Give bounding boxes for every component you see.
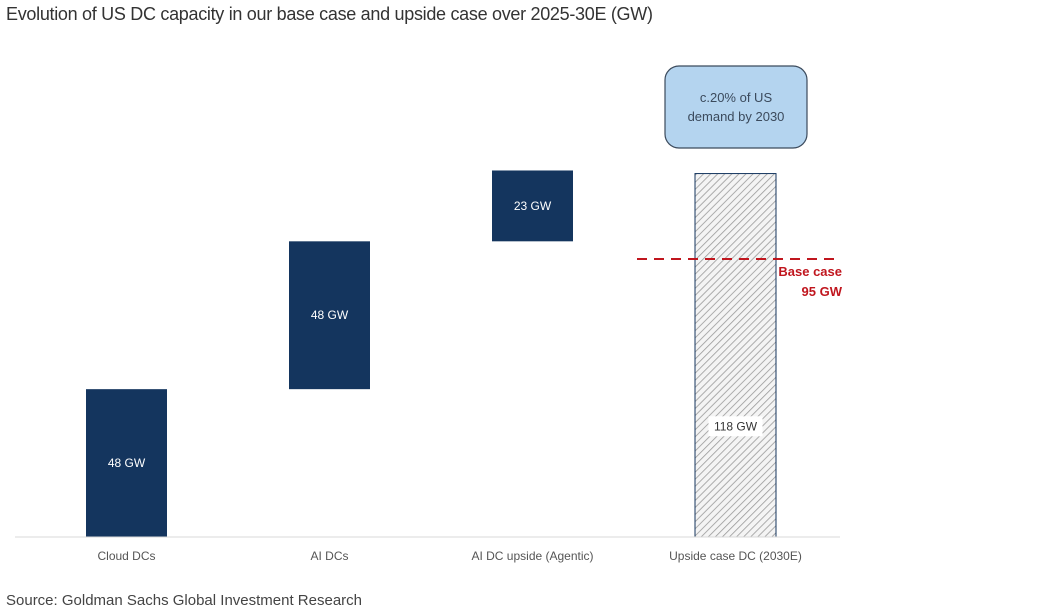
bar-1 [86,389,167,537]
data-label-3: 23 GW [514,199,552,213]
category-label-4: Upside case DC (2030E) [669,549,802,563]
source-note: Source: Goldman Sachs Global Investment … [6,592,363,609]
category-label-3: AI DC upside (Agentic) [471,549,593,563]
bar-4 [694,173,777,538]
data-label-2: 48 GW [311,308,349,322]
base-case-value: 95 GW [802,284,843,299]
data-label-4: 118 GW [714,419,758,433]
category-label-1: Cloud DCs [97,549,155,563]
data-label-bg-4 [708,416,763,437]
data-label-1: 48 GW [108,456,146,470]
bar-2 [289,241,370,390]
waterfall-chart: 48 GW 48 GW 23 GW 118 GW Cloud DCs AI DCs AI … [15,65,843,563]
base-case-label: Base case [778,264,842,279]
callout-box [664,65,808,149]
callout-line2: demand by 2030 [688,109,785,124]
chart-title: Evolution of US DC capacity in our base … [6,4,653,24]
callout-line1: c.20% of US [700,90,773,105]
bar-3 [492,170,573,242]
category-label-2: AI DCs [310,549,348,563]
